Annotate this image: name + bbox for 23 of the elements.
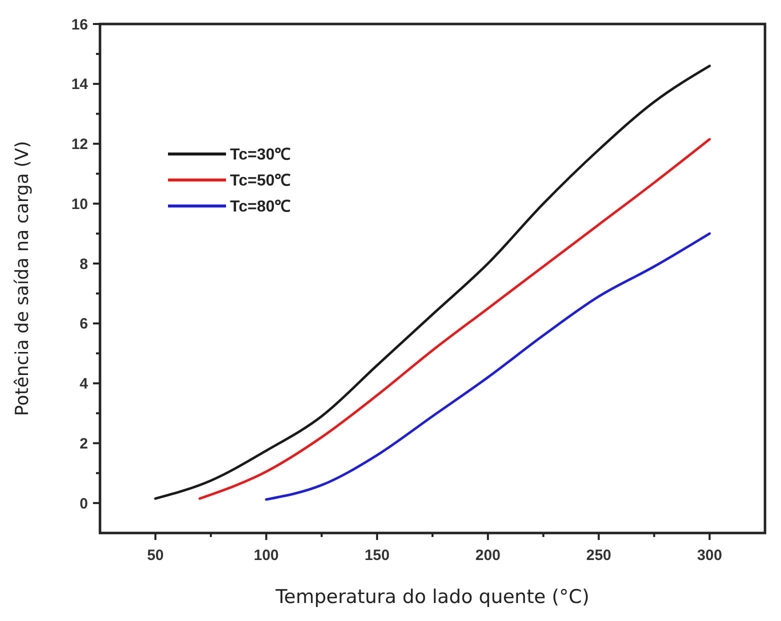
legend-label: Tc=30℃ bbox=[230, 146, 291, 164]
y-tick-label: 4 bbox=[80, 376, 89, 393]
x-tick-label: 50 bbox=[147, 547, 164, 564]
x-tick-label: 200 bbox=[475, 547, 500, 564]
x-tick-label: 150 bbox=[364, 547, 390, 564]
x-tick-label: 300 bbox=[697, 547, 722, 564]
x-axis-title: Temperatura do lado quente (°C) bbox=[274, 586, 590, 608]
y-tick-label: 6 bbox=[80, 316, 88, 333]
line-series bbox=[198, 138, 711, 500]
x-tick-label: 250 bbox=[586, 547, 612, 564]
legend-label: Tc=50℃ bbox=[230, 172, 291, 190]
x-tick-label: 100 bbox=[254, 547, 279, 564]
y-tick-label: 16 bbox=[71, 16, 88, 34]
line-series bbox=[154, 64, 711, 500]
y-axis-title: Potência de saída na carga (V) bbox=[12, 141, 33, 416]
y-tick-label: 12 bbox=[71, 136, 88, 154]
y-tick-label: 2 bbox=[80, 435, 88, 452]
line-series bbox=[265, 232, 711, 501]
y-tick-label: 14 bbox=[71, 76, 89, 94]
legend-label: Tc=80℃ bbox=[230, 198, 291, 216]
y-tick-label: 8 bbox=[80, 256, 88, 273]
y-tick-label: 0 bbox=[80, 495, 88, 512]
y-tick-label: 10 bbox=[71, 196, 88, 213]
